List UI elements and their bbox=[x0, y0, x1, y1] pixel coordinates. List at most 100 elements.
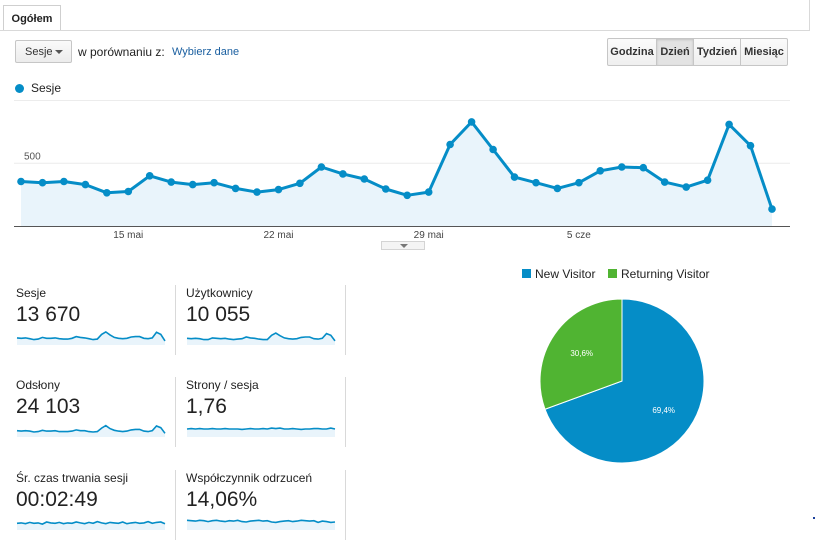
tile-separator bbox=[175, 285, 176, 355]
data-point[interactable] bbox=[446, 140, 454, 149]
metric-tile-bounce-rate[interactable]: Współczynnik odrzuceń 14,06% bbox=[186, 470, 346, 546]
pie-slice-label: 69,4% bbox=[652, 406, 675, 415]
data-point[interactable] bbox=[489, 145, 497, 154]
metric-select[interactable]: Sesje bbox=[15, 40, 72, 63]
sparkline-line bbox=[186, 332, 336, 342]
data-point[interactable] bbox=[532, 178, 540, 187]
metric-tile-sessions[interactable]: Sesje 13 670 bbox=[16, 285, 176, 361]
data-point[interactable] bbox=[38, 178, 47, 187]
legend-series-label[interactable]: Sesje bbox=[31, 81, 62, 95]
data-point[interactable] bbox=[145, 172, 154, 180]
data-point[interactable] bbox=[17, 177, 25, 186]
visitor-type-pie-chart: 69,4% 30,6% bbox=[539, 298, 705, 464]
legend-returning-visitor-marker bbox=[608, 269, 617, 278]
legend-returning-visitor-label[interactable]: Returning Visitor bbox=[621, 267, 710, 281]
pie-slice-returning-visitor[interactable] bbox=[539, 298, 623, 410]
compare-label: w porównaniu z: bbox=[78, 45, 165, 59]
triangle-down-icon bbox=[400, 244, 408, 248]
sparkline-area bbox=[187, 428, 335, 437]
metric-tile-pageviews[interactable]: Odsłony 24 103 bbox=[16, 377, 176, 453]
series-area bbox=[21, 121, 772, 226]
data-point[interactable] bbox=[403, 191, 412, 200]
metric-label: Śr. czas trwania sesji bbox=[16, 471, 129, 485]
metric-value: 10 055 bbox=[186, 303, 251, 326]
data-point[interactable] bbox=[339, 170, 347, 178]
data-point[interactable] bbox=[682, 183, 690, 191]
data-point[interactable] bbox=[553, 184, 562, 193]
data-point[interactable] bbox=[424, 188, 433, 196]
data-point[interactable] bbox=[510, 173, 519, 181]
tab-divider bbox=[0, 30, 810, 31]
data-point[interactable] bbox=[639, 163, 648, 172]
chevron-down-icon bbox=[55, 50, 63, 54]
metric-sparkline bbox=[16, 330, 166, 345]
metric-value: 13 670 bbox=[16, 303, 81, 326]
data-point[interactable] bbox=[167, 178, 175, 186]
metric-tile-users[interactable]: Użytkownicy 10 055 bbox=[186, 285, 346, 361]
sparkline-line bbox=[186, 427, 336, 431]
tile-separator bbox=[345, 285, 346, 355]
data-point[interactable] bbox=[382, 185, 390, 193]
x-tick-label: 15 maj bbox=[113, 230, 143, 238]
tile-separator bbox=[175, 377, 176, 447]
data-point[interactable] bbox=[296, 179, 304, 188]
series-line bbox=[20, 120, 774, 210]
metric-label: Użytkownicy bbox=[186, 286, 253, 300]
sparkline-area bbox=[187, 520, 335, 530]
data-point[interactable] bbox=[725, 120, 733, 129]
data-point[interactable] bbox=[60, 177, 68, 186]
tile-separator bbox=[175, 470, 176, 540]
sparkline-line bbox=[16, 330, 166, 342]
choose-data-link[interactable]: Wybierz dane bbox=[172, 46, 240, 58]
data-point[interactable] bbox=[575, 178, 583, 187]
sparkline-area bbox=[187, 333, 335, 345]
metric-value: 00:02:49 bbox=[16, 488, 98, 511]
tile-separator bbox=[345, 377, 346, 447]
data-point[interactable] bbox=[253, 188, 261, 196]
sparkline-line bbox=[16, 424, 166, 434]
data-point[interactable] bbox=[467, 118, 476, 126]
period-button-hour[interactable]: Godzina bbox=[607, 38, 657, 66]
y-tick-label: 500 bbox=[24, 151, 41, 162]
period-button-day[interactable]: Dzień bbox=[656, 38, 694, 66]
y-tick-label: 1 000 bbox=[24, 98, 49, 100]
pie-slice-label: 30,6% bbox=[570, 349, 593, 358]
data-point[interactable] bbox=[231, 184, 240, 193]
data-point[interactable] bbox=[210, 178, 218, 187]
metric-label: Odsłony bbox=[16, 378, 61, 392]
data-point[interactable] bbox=[660, 178, 669, 186]
data-point[interactable] bbox=[360, 175, 369, 183]
metric-tile-avg-session-duration[interactable]: Śr. czas trwania sesji 00:02:49 bbox=[16, 470, 176, 546]
tab-overview[interactable]: Ogółem bbox=[3, 5, 61, 31]
tile-separator bbox=[345, 470, 346, 540]
data-point[interactable] bbox=[81, 180, 90, 189]
metric-value: 24 103 bbox=[16, 395, 81, 418]
data-point[interactable] bbox=[103, 189, 111, 197]
data-point[interactable] bbox=[124, 187, 133, 196]
period-button-group: Godzina Dzień Tydzień Miesiąc bbox=[607, 38, 788, 66]
legend-new-visitor-marker bbox=[522, 269, 531, 278]
sparkline-line bbox=[16, 520, 166, 525]
data-point[interactable] bbox=[703, 176, 712, 184]
data-point[interactable] bbox=[596, 167, 605, 175]
data-point[interactable] bbox=[746, 141, 755, 150]
period-button-week[interactable]: Tydzień bbox=[693, 38, 741, 66]
period-button-month[interactable]: Miesiąc bbox=[740, 38, 788, 66]
pie-slice-new-visitor[interactable] bbox=[544, 298, 705, 464]
sessions-line-chart: 500 1 000 15 maj 22 maj 29 maj 5 cze bbox=[14, 98, 790, 238]
metric-label: Współczynnik odrzuceń bbox=[186, 471, 313, 485]
sparkline-area bbox=[17, 425, 165, 437]
data-point[interactable] bbox=[618, 163, 626, 171]
x-tick-label: 29 maj bbox=[414, 230, 444, 238]
stray-pixel bbox=[813, 517, 815, 519]
metric-label: Strony / sesja bbox=[186, 378, 259, 392]
x-tick-label: 22 maj bbox=[263, 230, 293, 238]
data-point[interactable] bbox=[768, 205, 776, 213]
legend-new-visitor-label[interactable]: New Visitor bbox=[535, 267, 596, 281]
chart-collapse-handle[interactable] bbox=[381, 241, 425, 250]
data-point[interactable] bbox=[317, 163, 326, 171]
data-point[interactable] bbox=[188, 180, 197, 189]
metric-tile-pages-per-session[interactable]: Strony / sesja 1,76 bbox=[186, 377, 346, 453]
legend-series-marker bbox=[15, 84, 24, 93]
data-point[interactable] bbox=[274, 185, 283, 194]
